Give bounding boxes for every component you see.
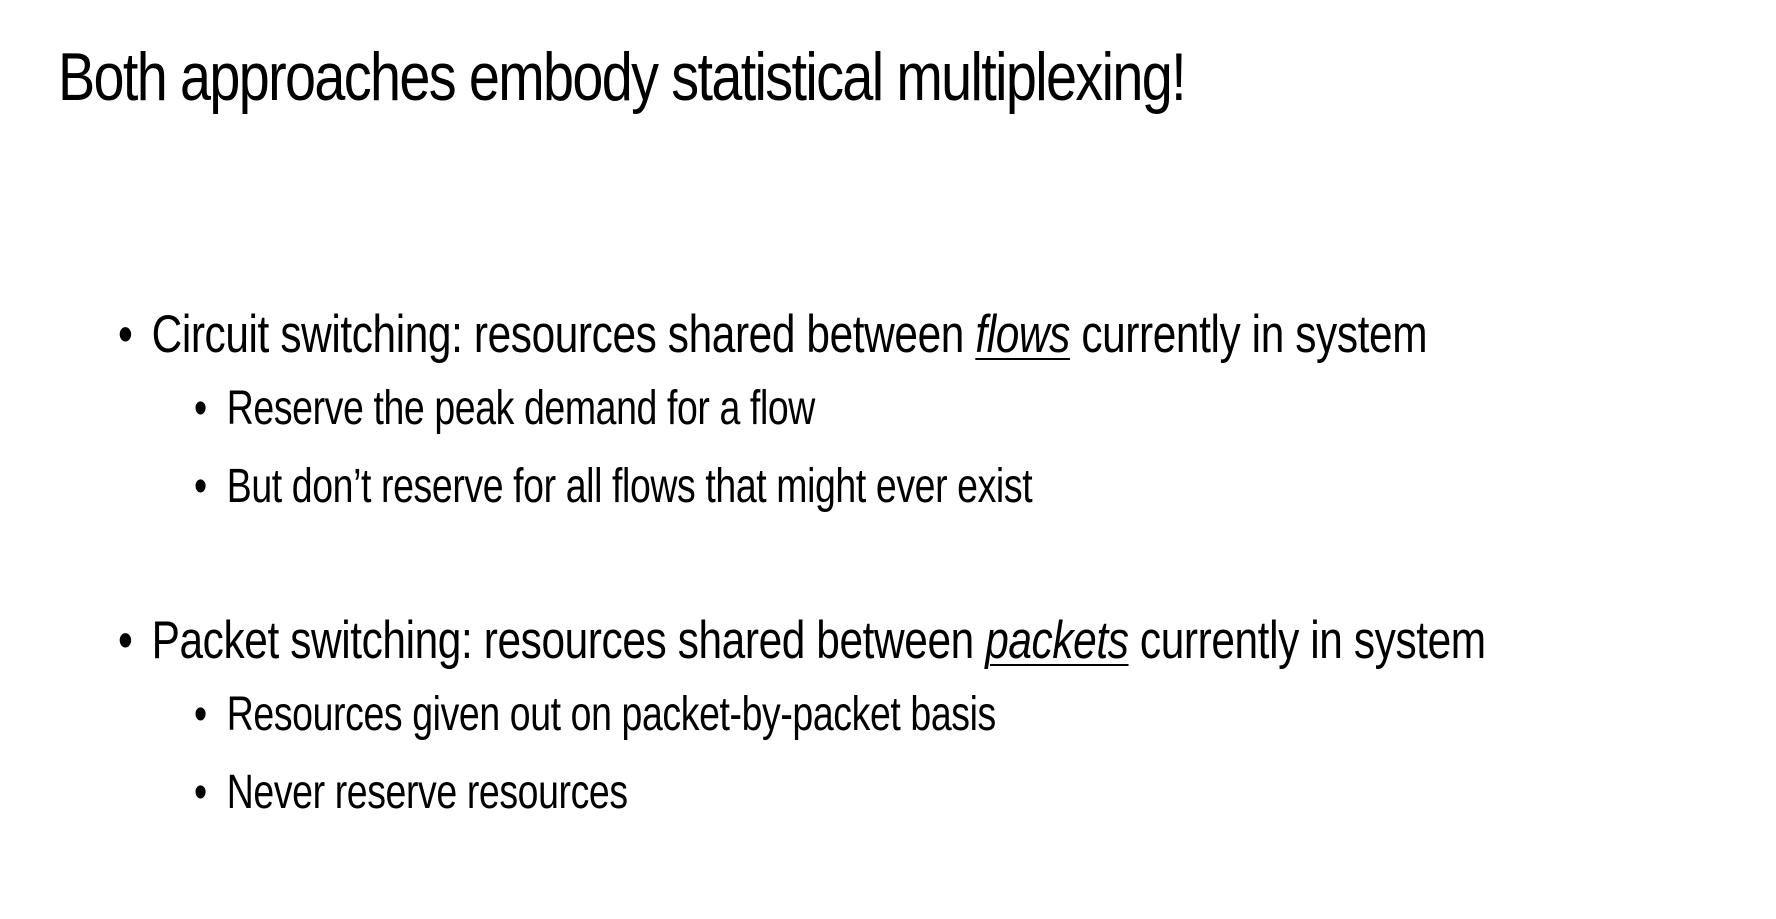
bullet-list: • Circuit switching: resources shared bet…: [118, 300, 1718, 832]
slide-title: Both approaches embody statistical multi…: [58, 39, 1187, 115]
sub-bullet-never-reserve: • Never reserve resources: [194, 754, 1383, 832]
bullet-text-suffix: currently in system: [1128, 611, 1486, 670]
sub-bullet-dont-reserve-all: • But don’t reserve for all flows that mi…: [194, 448, 1383, 526]
bullet-dot: •: [194, 460, 207, 513]
sub-bullet-reserve-peak: • Reserve the peak demand for a flow: [194, 370, 1383, 448]
bullet-dot: •: [194, 382, 207, 435]
bullet-text-prefix: Circuit switching: resources shared betw…: [151, 305, 976, 364]
bullet-text-emphasis: flows: [975, 305, 1070, 364]
bullet-dot: •: [194, 766, 207, 819]
bullet-text-emphasis: packets: [985, 611, 1129, 670]
bullet-dot: •: [194, 688, 207, 741]
bullet-text-prefix: Packet switching: resources shared betwe…: [151, 611, 986, 670]
sub-bullet-text: Resources given out on packet-by-packet …: [226, 688, 997, 741]
bullet-circuit-switching: • Circuit switching: resources shared bet…: [118, 300, 1428, 370]
bullet-dot: •: [118, 305, 133, 364]
bullet-packet-switching: • Packet switching: resources shared betw…: [118, 606, 1486, 676]
sub-bullet-text: But don’t reserve for all flows that mig…: [226, 460, 1033, 513]
bullet-text-suffix: currently in system: [1069, 305, 1428, 364]
sub-bullet-packet-by-packet: • Resources given out on packet-by-packet…: [194, 676, 1383, 754]
sub-bullet-text: Reserve the peak demand for a flow: [226, 382, 816, 435]
bullet-dot: •: [118, 611, 133, 670]
sub-bullet-text: Never reserve resources: [226, 766, 628, 819]
